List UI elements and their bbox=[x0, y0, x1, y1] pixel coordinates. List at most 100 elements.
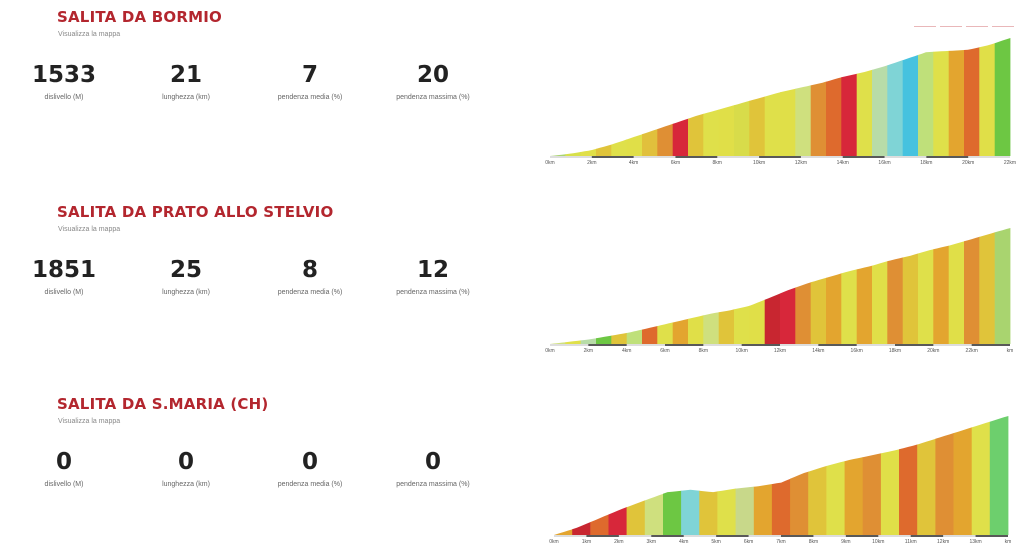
map-link[interactable]: Visualizza la mappa bbox=[58, 31, 121, 38]
stat-elevation: 1851 dislivello (M) bbox=[31, 257, 96, 296]
axis-tick-label: 4km bbox=[629, 160, 638, 166]
grade-segment bbox=[749, 299, 766, 344]
grade-segment bbox=[918, 51, 934, 157]
axis-tick-label: 9km bbox=[841, 539, 850, 545]
axis-tick-label: 12km bbox=[795, 160, 807, 166]
grade-segment bbox=[844, 457, 864, 535]
axis-tick-label: 8km bbox=[699, 348, 708, 354]
axis-tick-label: 14km bbox=[812, 348, 824, 354]
grade-segment bbox=[971, 421, 991, 535]
grade-segment bbox=[611, 332, 628, 344]
axis-tick-label: 6km bbox=[671, 160, 680, 166]
axis-tick-label: km bbox=[1005, 539, 1012, 545]
grade-segment bbox=[948, 241, 965, 344]
grade-segment bbox=[887, 60, 904, 156]
stat-max-grade: 0 pendenza massima (%) bbox=[396, 449, 470, 488]
grade-segment bbox=[764, 92, 781, 156]
grade-segment bbox=[580, 148, 597, 156]
axis-tick-label: km bbox=[1007, 348, 1014, 354]
grade-segment bbox=[688, 113, 704, 156]
elevation-profile-chart: 0km 1km 2km 3km 4km 5km 6km 7km 8km 9km 10km 11km 12… bbox=[540, 410, 1020, 556]
elevation-profile-chart: 0km 2km 4km 6km 8km 10km 12km 14km 16km 18km 20km 2… bbox=[540, 30, 1020, 175]
grade-segment bbox=[657, 322, 674, 344]
grade-segment bbox=[749, 96, 766, 156]
grade-segment bbox=[753, 484, 773, 535]
grade-segment bbox=[657, 123, 674, 156]
grade-segment bbox=[953, 427, 973, 535]
grade-segment bbox=[611, 139, 628, 156]
grade-segment bbox=[626, 329, 643, 344]
grade-segment bbox=[810, 277, 827, 344]
grade-segment bbox=[780, 88, 796, 156]
grade-segment bbox=[795, 282, 812, 344]
grade-segment bbox=[699, 490, 718, 535]
axis-tick-label: 10km bbox=[872, 539, 884, 545]
grade-segment bbox=[681, 489, 700, 535]
grade-segment bbox=[565, 151, 582, 156]
grade-segment bbox=[795, 85, 812, 156]
axis-tick-label: 6km bbox=[744, 539, 753, 545]
map-link[interactable]: Visualizza la mappa bbox=[58, 418, 121, 425]
grade-segment bbox=[989, 416, 1009, 535]
grade-segment bbox=[550, 154, 566, 156]
grade-segment bbox=[626, 134, 643, 156]
grade-segment bbox=[644, 493, 664, 535]
grade-segment bbox=[841, 73, 858, 156]
grade-segment bbox=[703, 109, 720, 156]
grade-segment bbox=[790, 471, 809, 535]
axis-tick-label: 18km bbox=[889, 348, 901, 354]
grade-segment bbox=[933, 245, 950, 344]
grade-segment bbox=[596, 335, 612, 344]
grade-segment bbox=[826, 77, 842, 156]
axis-tick-label: 14km bbox=[837, 160, 849, 166]
grade-segment bbox=[826, 461, 845, 535]
grade-segment bbox=[856, 69, 873, 156]
grade-segment bbox=[856, 265, 873, 344]
axis-tick-label: 7km bbox=[776, 539, 785, 545]
grade-segment bbox=[872, 261, 888, 344]
grade-segment bbox=[642, 326, 658, 344]
grade-segment bbox=[764, 293, 781, 344]
grade-segment bbox=[810, 81, 827, 156]
axis-tick-label: 22km bbox=[1004, 160, 1016, 166]
axis-tick-label: 0km bbox=[545, 160, 554, 166]
stat-avg-grade: 7 pendenza media (%) bbox=[277, 62, 343, 101]
grade-segment bbox=[580, 338, 597, 344]
axis-tick-label: 12km bbox=[937, 539, 949, 545]
grade-segment bbox=[771, 478, 791, 535]
axis-tick-label: 13km bbox=[969, 539, 981, 545]
stat-elevation: 1533 dislivello (M) bbox=[31, 62, 96, 101]
stat-avg-grade: 8 pendenza media (%) bbox=[277, 257, 343, 296]
axis-tick-label: 2km bbox=[587, 160, 596, 166]
axis-tick-label: 3km bbox=[647, 539, 656, 545]
axis-tick-label: 4km bbox=[622, 348, 631, 354]
axis-tick-label: 16km bbox=[851, 348, 863, 354]
grade-segment bbox=[918, 249, 934, 344]
grade-segment bbox=[718, 309, 735, 344]
stat-elevation: 0 dislivello (M) bbox=[44, 449, 84, 488]
grade-segment bbox=[572, 522, 591, 535]
axis-tick-label: 10km bbox=[753, 160, 765, 166]
grade-segment bbox=[808, 465, 827, 535]
grade-segment bbox=[642, 129, 658, 156]
stat-max-grade: 20 pendenza massima (%) bbox=[396, 62, 470, 101]
grade-segment bbox=[596, 144, 612, 156]
grade-segment bbox=[590, 514, 609, 535]
stat-length: 21 lunghezza (km) bbox=[162, 62, 210, 101]
stat-length: 25 lunghezza (km) bbox=[162, 257, 210, 296]
grade-segment bbox=[887, 257, 904, 344]
pagination-dashes bbox=[914, 14, 1018, 32]
grade-segment bbox=[550, 342, 566, 344]
grade-segment bbox=[880, 449, 900, 535]
axis-tick-label: 10km bbox=[736, 348, 748, 354]
grade-segment bbox=[826, 273, 842, 344]
axis-tick-label: 0km bbox=[549, 539, 558, 545]
grade-segment bbox=[663, 490, 682, 535]
grade-segment bbox=[862, 453, 882, 535]
stat-avg-grade: 0 pendenza media (%) bbox=[277, 449, 343, 488]
map-link[interactable]: Visualizza la mappa bbox=[58, 226, 121, 233]
grade-segment bbox=[554, 529, 573, 535]
axis-tick-label: 1km bbox=[582, 539, 591, 545]
grade-segment bbox=[979, 232, 996, 344]
grade-segment bbox=[964, 47, 980, 157]
